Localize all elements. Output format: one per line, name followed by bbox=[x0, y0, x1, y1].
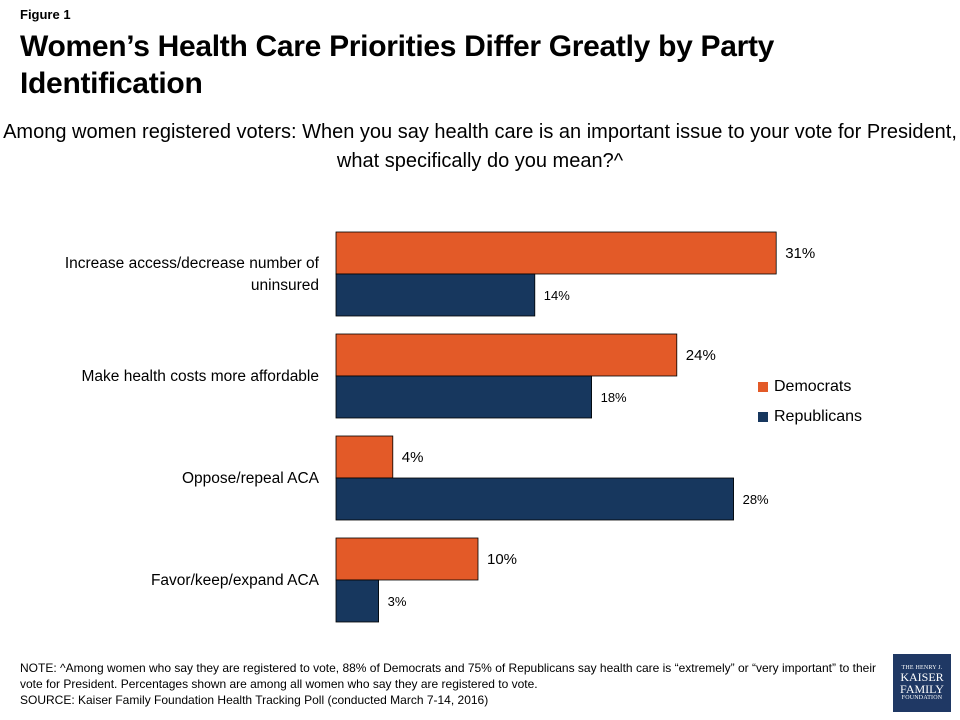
data-label-democrats: 10% bbox=[487, 551, 517, 568]
legend-swatch-democrats bbox=[758, 382, 768, 392]
legend-item-republicans: Republicans bbox=[758, 402, 862, 432]
note-text: NOTE: ^Among women who say they are regi… bbox=[20, 661, 877, 691]
logo-line-3: FAMILY bbox=[900, 682, 944, 696]
bar-republicans bbox=[335, 477, 735, 521]
bar-republicans bbox=[335, 579, 379, 623]
category-label: Favor/keep/expand ACA bbox=[151, 572, 320, 589]
legend-item-democrats: Democrats bbox=[758, 372, 862, 402]
legend-label-democrats: Democrats bbox=[774, 378, 852, 395]
bar-democrats bbox=[335, 231, 777, 275]
data-label-republicans: 18% bbox=[601, 390, 627, 405]
legend-swatch-republicans bbox=[758, 412, 768, 422]
data-label-republicans: 28% bbox=[743, 492, 769, 507]
bar-democrats bbox=[335, 537, 479, 581]
bar-democrats bbox=[335, 333, 678, 377]
legend-label-republicans: Republicans bbox=[774, 408, 863, 425]
bar-republicans bbox=[335, 273, 536, 317]
logo-line-1: THE HENRY J. bbox=[901, 665, 943, 671]
source-text: SOURCE: Kaiser Family Foundation Health … bbox=[20, 693, 489, 707]
logo-line-4: FOUNDATION bbox=[901, 695, 943, 701]
category-label: Oppose/repeal ACA bbox=[182, 470, 320, 487]
logo-line-2: KAISER bbox=[900, 670, 944, 684]
category-label: Increase access/decrease number of uninsu… bbox=[65, 255, 320, 294]
chart-subtitle: Among women registered voters: When you … bbox=[3, 121, 957, 172]
bar-democrats bbox=[335, 435, 394, 479]
data-label-democrats: 31% bbox=[785, 245, 815, 262]
footnote: NOTE: ^Among women who say they are regi… bbox=[20, 660, 880, 708]
kff-logo: THE HENRY J. KAISER FAMILY FOUNDATION bbox=[893, 654, 951, 712]
category-label: Make health costs more affordable bbox=[81, 368, 319, 385]
legend: Democrats Republicans bbox=[758, 372, 862, 432]
figure-label: Figure 1 bbox=[20, 7, 71, 22]
data-label-republicans: 3% bbox=[388, 594, 407, 609]
data-label-republicans: 14% bbox=[544, 288, 570, 303]
chart-title: Women’s Health Care Priorities Differ Gr… bbox=[20, 30, 775, 100]
data-label-democrats: 24% bbox=[686, 347, 716, 364]
data-label-democrats: 4% bbox=[402, 449, 424, 466]
bar-republicans bbox=[335, 375, 593, 419]
